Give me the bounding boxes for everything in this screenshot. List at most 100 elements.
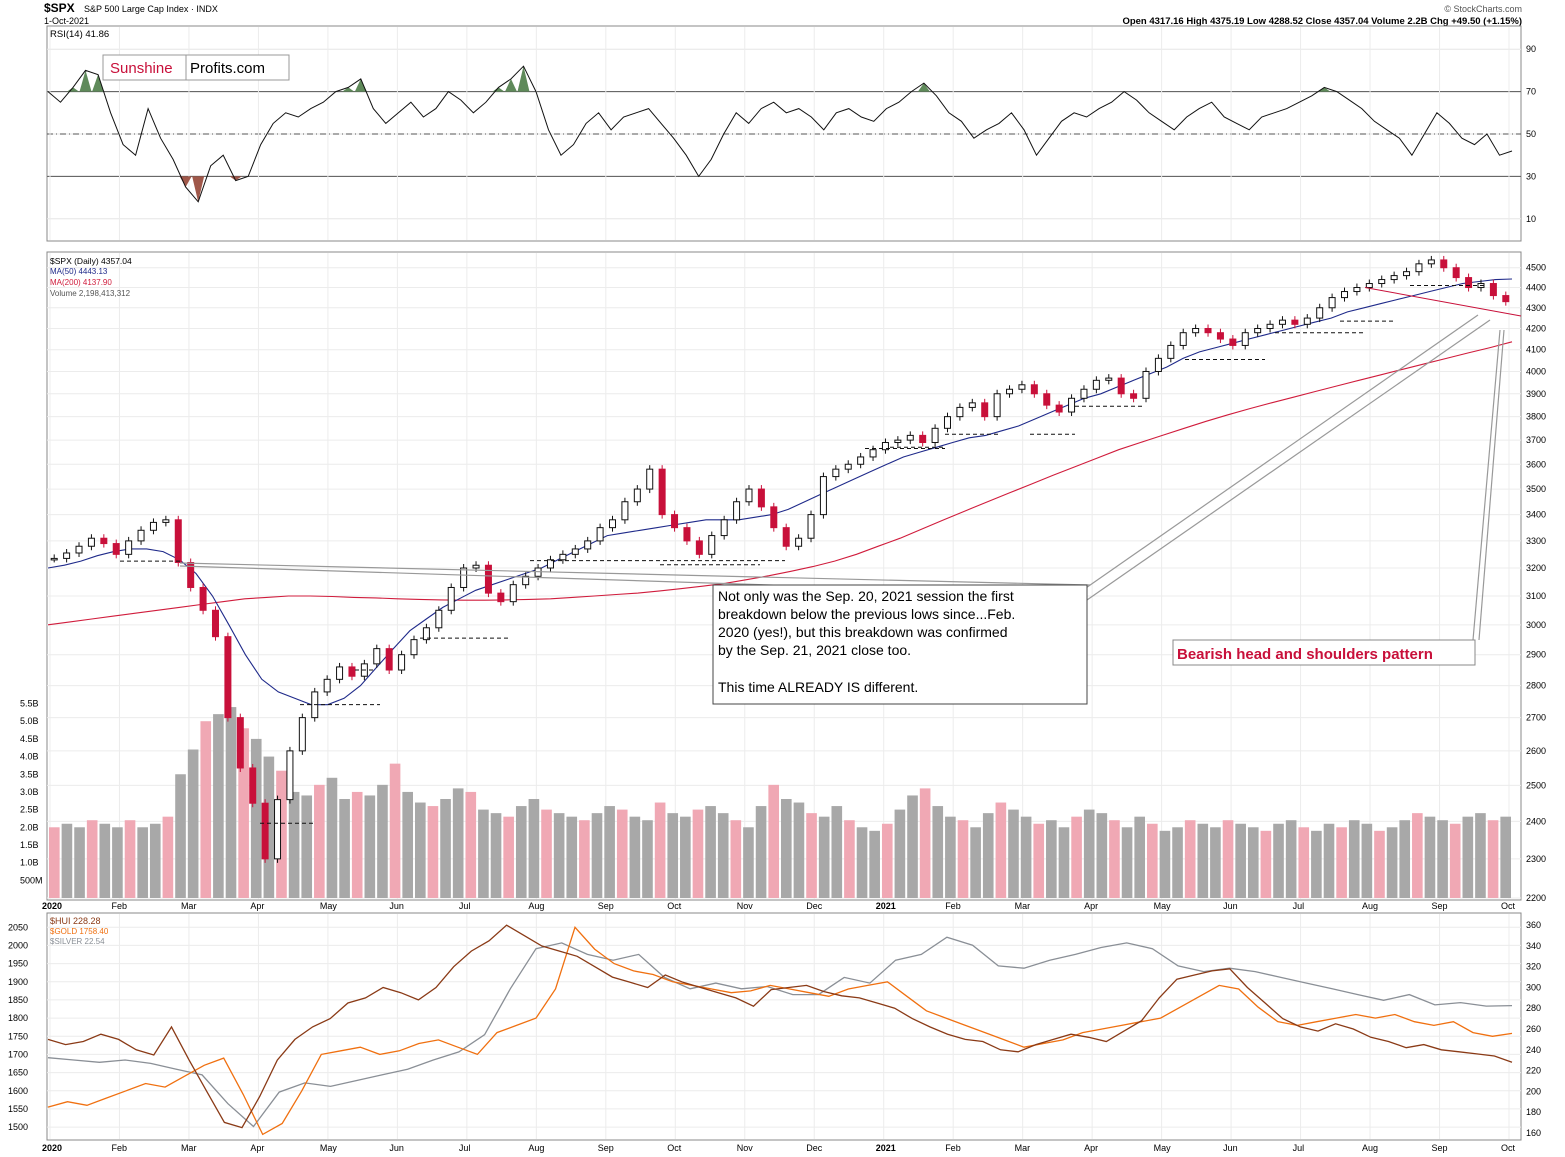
svg-text:Bearish head and shoulders pat: Bearish head and shoulders pattern: [1177, 646, 1433, 663]
candle-body: [162, 519, 170, 523]
candle-body: [236, 717, 244, 769]
volume-bar: [1046, 820, 1057, 898]
candle-body: [522, 575, 530, 586]
candle-body: [385, 648, 393, 671]
volume-bar: [187, 749, 199, 898]
volume-bar: [856, 827, 868, 898]
volume-bar: [1348, 820, 1360, 898]
metals-left-tick: 1900: [8, 977, 28, 987]
price-tick-label: 3700: [1526, 435, 1546, 445]
candle-body: [1415, 263, 1423, 273]
volume-bar: [957, 820, 969, 898]
x-tick-label-bottom: Oct: [667, 1143, 682, 1153]
candle-body: [1105, 377, 1113, 381]
candle-body: [323, 678, 331, 693]
ma50-legend: MA(50) 4443.13: [50, 267, 108, 276]
price-tick-label: 2600: [1526, 746, 1546, 756]
volume-tick-label: 1.5B: [20, 840, 39, 850]
volume-bar: [49, 827, 60, 898]
candle-body: [336, 666, 344, 680]
volume-tick-label: 1.0B: [20, 858, 39, 868]
volume-bar: [579, 820, 590, 898]
candle-body: [683, 527, 691, 542]
price-tick-label: 2300: [1526, 854, 1546, 864]
price-tick-label: 3300: [1526, 536, 1546, 546]
volume-bar: [793, 802, 805, 898]
candle-body: [1204, 327, 1212, 334]
volume-tick-label: 5.5B: [20, 699, 39, 709]
candle-body: [1179, 332, 1187, 346]
volume-bar: [1121, 827, 1133, 898]
candle-body: [472, 564, 480, 569]
candle-body: [1278, 319, 1286, 325]
price-tick-label: 2900: [1526, 650, 1546, 660]
volume-bar: [566, 816, 578, 898]
candle-body: [1403, 271, 1411, 277]
metals-right-tick: 260: [1526, 1024, 1541, 1034]
candle-body: [1291, 319, 1299, 325]
candle-body: [460, 567, 468, 588]
volume-bar: [263, 756, 275, 898]
volume-bar: [642, 820, 653, 898]
volume-bar: [490, 813, 502, 898]
volume-bar: [616, 809, 628, 898]
price-tick-label: 2500: [1526, 780, 1546, 790]
rsi-overbought-fill: [354, 78, 367, 92]
volume-bar: [1437, 820, 1448, 898]
metals-left-tick: 1700: [8, 1049, 28, 1059]
candle-body: [720, 519, 728, 537]
candle-body: [931, 427, 939, 444]
x-tick-label: May: [1154, 901, 1172, 911]
metals-left-tick: 1850: [8, 995, 28, 1005]
volume-bar: [1058, 827, 1070, 898]
volume-tick-label: 5.0B: [20, 716, 39, 726]
volume-bar: [440, 799, 451, 898]
volume-bar: [1172, 827, 1183, 898]
callout-pointer: [1086, 319, 1491, 601]
x-tick-label-bottom: Jul: [459, 1143, 471, 1153]
x-tick-label: Aug: [528, 901, 544, 911]
candle-body: [584, 540, 592, 550]
candle-body: [1192, 327, 1200, 334]
symbol: $SPX: [44, 1, 75, 15]
price-tick-label: 3900: [1526, 389, 1546, 399]
ma200-line: [47, 341, 1513, 626]
volume-bar: [1071, 816, 1082, 898]
svg-text:by the Sep. 21, 2021 close too: by the Sep. 21, 2021 close too.: [718, 642, 911, 658]
volume-bar: [705, 806, 716, 898]
x-tick-label: Mar: [181, 901, 197, 911]
candle-body: [819, 476, 827, 516]
candle-body: [733, 501, 741, 521]
candle-body: [187, 562, 195, 588]
volume-bar: [743, 827, 754, 898]
volume-bar: [755, 806, 767, 898]
volume-tick-label: 2.0B: [20, 822, 39, 832]
volume-bar: [1273, 823, 1284, 898]
candle-body: [211, 609, 219, 638]
candle-body: [1452, 267, 1460, 279]
candle-body: [782, 527, 790, 547]
candle-body: [149, 521, 157, 531]
volume-bar: [1083, 809, 1095, 898]
ma50-line: [47, 278, 1513, 706]
price-tick-label: 2800: [1526, 681, 1546, 691]
price-tick-label: 4100: [1526, 345, 1546, 355]
candle-body: [1216, 332, 1224, 340]
svg-text:Not only was the Sep. 20, 2021: Not only was the Sep. 20, 2021 session t…: [718, 588, 1014, 604]
volume-bar: [680, 816, 691, 898]
rsi-tick-label: 70: [1526, 87, 1536, 97]
metals-left-tick: 1750: [8, 1031, 28, 1041]
candle-body: [1229, 338, 1237, 346]
x-tick-label-bottom: Feb: [111, 1143, 127, 1153]
candle-body: [633, 488, 641, 503]
metals-series: [47, 924, 1513, 1136]
rsi-tick-label: 30: [1526, 171, 1536, 181]
volume-bar: [945, 816, 956, 898]
candle-body: [1303, 317, 1311, 325]
candle-body: [1018, 384, 1026, 390]
price-tick-label: 3800: [1526, 412, 1546, 422]
volume-bar: [1020, 816, 1032, 898]
candle-body: [857, 456, 865, 465]
sunshine-profits-logo: Sunshine Profits.com: [102, 54, 290, 81]
